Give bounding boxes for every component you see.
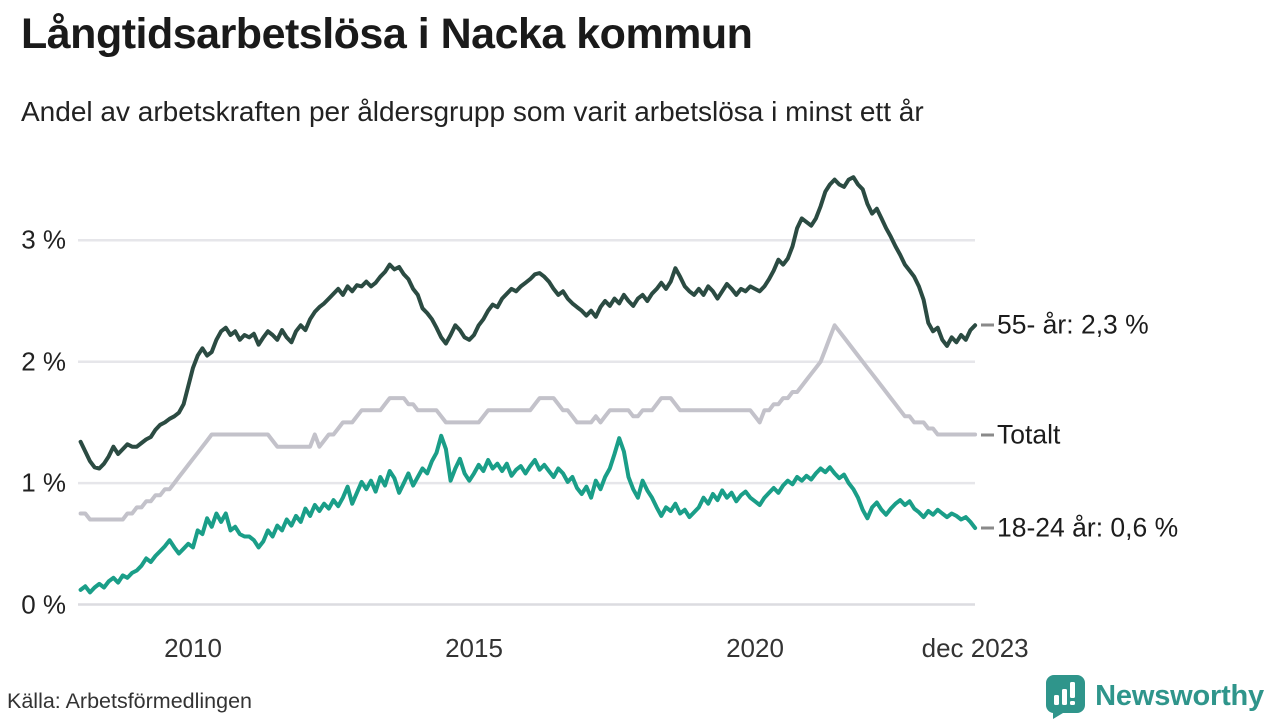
x-axis-label: 2020 [726,633,784,663]
series-end-label-totalt: Totalt [981,420,1060,451]
leader-tick-icon [981,323,994,327]
series-line-55-r [78,175,978,471]
source-note: Källa: Arbetsförmedlingen [7,689,253,713]
series-end-label-55plus: 55- år: 2,3 % [981,310,1149,341]
y-axis-label: 3 % [21,224,66,255]
newsworthy-logo: Newsworthy [1045,674,1264,719]
chart-subtitle: Andel av arbetskraften per åldersgrupp s… [21,96,924,127]
y-axis-label: 1 % [21,467,66,498]
series-line-Totalt [78,323,978,522]
series-end-label-text: 55- år: 2,3 % [997,309,1149,340]
series-line-18-24-r [78,433,978,595]
leader-tick-icon [981,526,994,530]
y-axis-label: 0 % [21,589,66,619]
series-end-label-text: 18-24 år: 0,6 % [997,512,1179,543]
bar-medium [1062,689,1068,705]
page-title: Långtidsarbetslösa i Nacka kommun [21,10,753,58]
newsworthy-wordmark: Newsworthy [1095,680,1264,712]
leader-tick-icon [981,433,994,437]
x-axis-label: 2015 [445,633,503,663]
series-end-label-18-24: 18-24 år: 0,6 % [981,513,1178,544]
bar-tall [1070,682,1076,698]
bar-chart-speech-bubble-icon [1046,675,1086,719]
series-end-label-text: Totalt [997,419,1061,450]
bar-short [1054,695,1060,705]
x-axis-label: 2010 [164,633,222,663]
exclamation-dot [1070,701,1076,705]
x-axis-label: dec 2023 [921,633,1029,663]
y-axis-label: 2 % [21,346,66,377]
